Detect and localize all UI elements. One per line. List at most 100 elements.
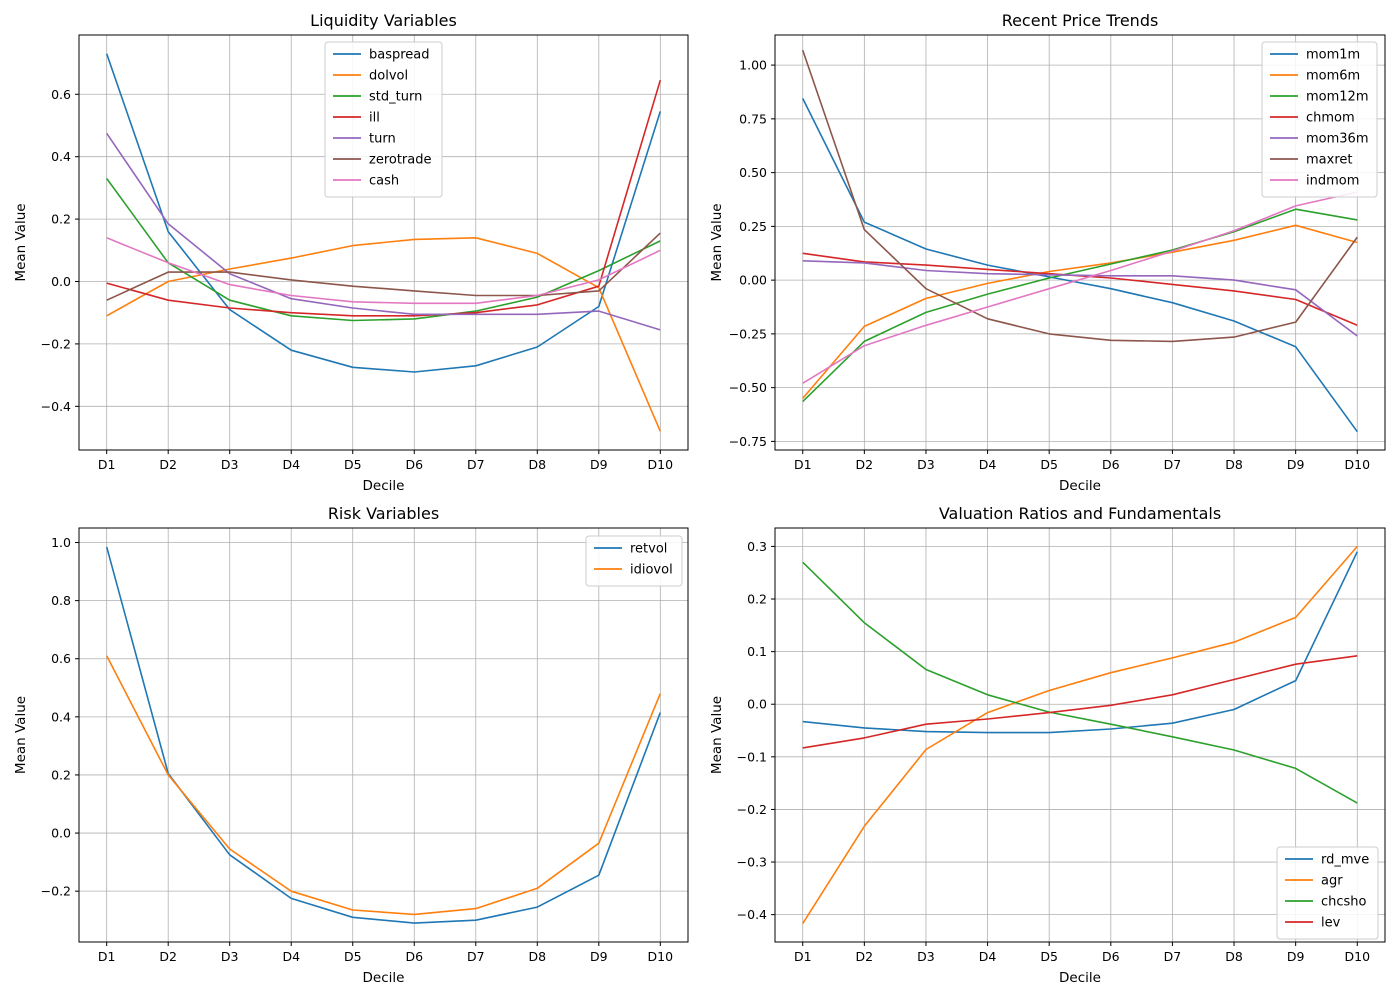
y-tick-label: −0.25 bbox=[729, 326, 767, 341]
legend-label-lev: lev bbox=[1321, 916, 1341, 931]
x-tick-label: D1 bbox=[98, 457, 116, 472]
legend-label-chmom: chmom bbox=[1306, 111, 1355, 126]
legend-label-std_turn: std_turn bbox=[369, 90, 422, 105]
y-tick-label: 0.25 bbox=[739, 219, 767, 234]
chart-panel-4: D1 D2 D3 D4 D5 D6 D7 D8 D9 D10 −0.4 −0.3 −0.2 −0.1 0.0… bbox=[709, 504, 1386, 986]
x-tick-label: D7 bbox=[467, 457, 485, 472]
chart-title: Valuation Ratios and Fundamentals bbox=[939, 504, 1221, 523]
series-line-lev bbox=[802, 655, 1358, 749]
x-tick-label: D1 bbox=[794, 457, 812, 472]
legend-label-idiovol: idiovol bbox=[630, 563, 673, 578]
series-line-mom12m bbox=[802, 208, 1358, 403]
x-axis-label: Decile bbox=[1059, 970, 1101, 986]
series-line-maxret bbox=[801, 49, 1358, 343]
y-tick-label: 0.4 bbox=[51, 149, 71, 164]
y-tick-label: −0.75 bbox=[729, 434, 767, 449]
legend-label-mom1m: mom1m bbox=[1306, 48, 1360, 63]
x-tick-label: D2 bbox=[856, 949, 874, 964]
series-line-chcsho bbox=[802, 561, 1358, 804]
y-tick-label: −0.3 bbox=[737, 855, 767, 870]
legend-box bbox=[1276, 846, 1379, 940]
y-axis-label: Mean Value bbox=[13, 203, 29, 281]
y-tick-label: 0.0 bbox=[747, 697, 767, 712]
y-tick-label: 0.6 bbox=[51, 87, 71, 102]
legend-label-agr: agr bbox=[1321, 874, 1343, 889]
x-tick-label: D3 bbox=[221, 457, 239, 472]
series-line-cash bbox=[106, 237, 661, 305]
x-tick-label: D7 bbox=[467, 949, 485, 964]
y-tick-label: 0.1 bbox=[747, 644, 767, 659]
series-line-baspread bbox=[105, 53, 662, 373]
y-axis-label: Mean Value bbox=[709, 203, 725, 281]
chart-title: Risk Variables bbox=[328, 504, 439, 523]
axes-frame bbox=[774, 527, 1386, 943]
y-tick-label: 0.0 bbox=[51, 826, 71, 841]
x-tick-label: D7 bbox=[1164, 949, 1182, 964]
x-tick-label: D4 bbox=[282, 949, 300, 964]
series-line-turn bbox=[106, 132, 661, 331]
x-tick-label: D5 bbox=[344, 457, 362, 472]
legend-label-rd_mve: rd_mve bbox=[1321, 853, 1369, 868]
y-tick-label: 0.2 bbox=[747, 592, 767, 607]
x-tick-label: D10 bbox=[648, 949, 674, 964]
y-tick-label: −0.1 bbox=[737, 749, 767, 764]
legend-label-zerotrade: zerotrade bbox=[369, 153, 432, 168]
y-tick-label: −0.50 bbox=[729, 380, 767, 395]
x-tick-label: D10 bbox=[1345, 457, 1371, 472]
x-tick-label: D8 bbox=[1225, 457, 1243, 472]
x-tick-label: D4 bbox=[979, 457, 997, 472]
y-axis-label: Mean Value bbox=[13, 696, 29, 774]
chart-panel-3: D1 D2 D3 D4 D5 D6 D7 D8 D9 D10 −0.2 0.0 0.2 0.4 0.6 0.8… bbox=[13, 504, 689, 986]
series-line-mom6m bbox=[802, 224, 1358, 399]
chart-panel-1: D1 D2 D3 D4 D5 D6 D7 D8 D9 D10 −0.4 −0.2 0.0 0.2 0.4 0.… bbox=[13, 11, 689, 494]
x-axis-label: Decile bbox=[363, 478, 405, 494]
series-line-mom36m bbox=[802, 260, 1358, 337]
series-line-chmom bbox=[802, 252, 1358, 327]
series-line-zerotrade bbox=[106, 232, 661, 301]
legend-label-baspread: baspread bbox=[369, 48, 430, 63]
x-tick-label: D4 bbox=[979, 949, 997, 964]
y-tick-label: 0.75 bbox=[739, 111, 767, 126]
x-tick-label: D3 bbox=[917, 457, 935, 472]
series-line-idiovol bbox=[105, 655, 662, 916]
x-tick-label: D3 bbox=[221, 949, 239, 964]
y-tick-label: 0.8 bbox=[51, 593, 71, 608]
series-line-rd_mve bbox=[802, 551, 1359, 734]
legend-label-maxret: maxret bbox=[1306, 153, 1352, 168]
x-tick-label: D3 bbox=[917, 949, 935, 964]
x-tick-label: D2 bbox=[856, 457, 874, 472]
x-tick-label: D4 bbox=[282, 457, 300, 472]
y-tick-label: 0.2 bbox=[51, 767, 71, 782]
x-tick-label: D8 bbox=[1225, 949, 1243, 964]
x-tick-label: D6 bbox=[1102, 949, 1120, 964]
x-axis-label: Decile bbox=[1059, 478, 1101, 494]
legend-label-indmom: indmom bbox=[1306, 174, 1359, 189]
x-tick-label: D6 bbox=[405, 457, 423, 472]
legend-label-mom6m: mom6m bbox=[1306, 69, 1360, 84]
axes-frame bbox=[78, 34, 689, 451]
x-tick-label: D8 bbox=[528, 457, 546, 472]
x-tick-label: D5 bbox=[344, 949, 362, 964]
legend-label-retvol: retvol bbox=[630, 542, 667, 557]
series-line-indmom bbox=[802, 191, 1358, 384]
x-axis-label: Decile bbox=[363, 970, 405, 986]
x-tick-label: D1 bbox=[98, 949, 116, 964]
y-tick-label: 0.50 bbox=[739, 165, 767, 180]
y-tick-label: 1.0 bbox=[51, 535, 71, 550]
series-line-std_turn bbox=[106, 178, 661, 322]
x-tick-label: D10 bbox=[1345, 949, 1371, 964]
x-tick-label: D9 bbox=[590, 457, 608, 472]
x-tick-label: D10 bbox=[648, 457, 674, 472]
y-tick-label: −0.4 bbox=[737, 907, 767, 922]
x-tick-label: D6 bbox=[405, 949, 423, 964]
y-tick-label: −0.4 bbox=[41, 399, 71, 414]
x-tick-label: D5 bbox=[1040, 949, 1058, 964]
axes-frame bbox=[774, 34, 1386, 451]
x-tick-label: D9 bbox=[1287, 949, 1305, 964]
legend-label-mom12m: mom12m bbox=[1306, 90, 1369, 105]
legend-label-dolvol: dolvol bbox=[369, 69, 408, 84]
y-tick-label: 0.4 bbox=[51, 709, 71, 724]
legend-label-chcsho: chcsho bbox=[1321, 895, 1367, 910]
